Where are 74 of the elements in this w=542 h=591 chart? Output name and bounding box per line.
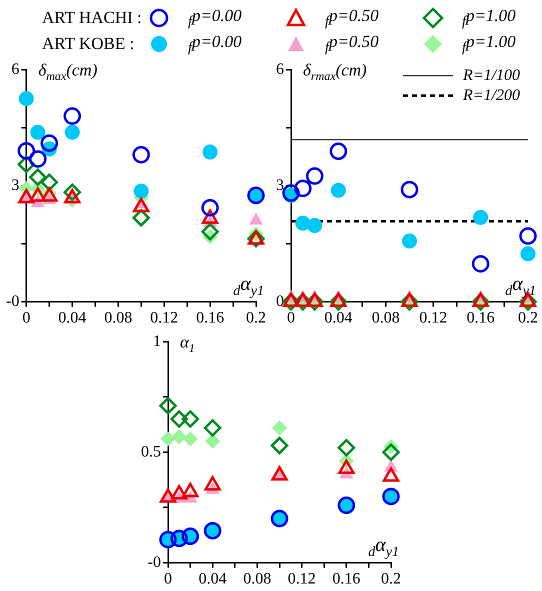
point bbox=[182, 431, 198, 446]
legend-label: $_{f}$p=1.00 bbox=[462, 6, 516, 30]
legend-label: R=1/100 bbox=[462, 66, 520, 84]
point bbox=[40, 134, 58, 152]
point bbox=[270, 436, 288, 454]
point bbox=[519, 227, 537, 245]
y-tick-label: 3 bbox=[276, 176, 284, 194]
point bbox=[134, 184, 149, 199]
point bbox=[18, 91, 34, 106]
point bbox=[294, 180, 312, 198]
point bbox=[306, 167, 324, 185]
x-tick-label: 0.04 bbox=[324, 310, 352, 327]
point bbox=[204, 419, 222, 437]
x-tick-label: 0.12 bbox=[419, 310, 448, 327]
y-tick-label: -0 bbox=[6, 293, 20, 310]
x-tick-label: 0.2 bbox=[381, 570, 401, 588]
point bbox=[29, 168, 47, 186]
point bbox=[402, 234, 417, 249]
point bbox=[202, 144, 218, 160]
x-tick-label: 0.2 bbox=[518, 310, 538, 327]
point bbox=[160, 431, 176, 446]
x-tick-label: 0.16 bbox=[466, 310, 495, 327]
point bbox=[172, 429, 187, 444]
point bbox=[472, 255, 490, 273]
legend-label: $_{f}$p=1.00 bbox=[462, 32, 516, 56]
point bbox=[382, 443, 400, 461]
point bbox=[29, 150, 47, 168]
point bbox=[30, 124, 46, 140]
point bbox=[159, 397, 177, 414]
x-tick-label: 0.12 bbox=[288, 570, 316, 588]
legend-label: $_{f}$p=0.00 bbox=[188, 6, 242, 30]
point bbox=[18, 142, 36, 160]
point bbox=[330, 142, 348, 160]
point bbox=[520, 246, 536, 262]
legend-label: $_{f}$p=0.50 bbox=[325, 6, 379, 30]
point bbox=[64, 107, 82, 125]
x-tick-label: 0.16 bbox=[332, 570, 360, 588]
y-tick-label: 6 bbox=[276, 60, 284, 78]
y-tick-label: 0.5 bbox=[141, 443, 161, 460]
point bbox=[182, 410, 200, 428]
x-tick-label: 0.16 bbox=[196, 310, 224, 327]
y-tick-label: -0 bbox=[148, 554, 161, 572]
point bbox=[205, 434, 220, 449]
point bbox=[330, 182, 346, 198]
x-tick-label: 0.08 bbox=[243, 570, 272, 588]
y-tick-label: 1 bbox=[153, 332, 161, 350]
point bbox=[338, 439, 356, 457]
point bbox=[400, 180, 418, 198]
text: ART HACHI : bbox=[42, 8, 142, 28]
x-tick-label: 0 bbox=[287, 310, 295, 327]
point bbox=[40, 173, 58, 191]
point bbox=[201, 199, 219, 217]
legend-label: $_{f}$p=0.50 bbox=[325, 32, 379, 56]
point bbox=[201, 223, 219, 241]
legend-label: R=1/200 bbox=[462, 86, 520, 104]
x-tick-label: 0 bbox=[164, 570, 172, 588]
legend-label: $_{f}$p=0.00 bbox=[188, 32, 242, 56]
point bbox=[132, 146, 150, 164]
y-tick-label: 3 bbox=[11, 176, 20, 194]
point bbox=[272, 420, 287, 436]
point bbox=[307, 218, 322, 234]
point bbox=[64, 124, 80, 140]
x-tick-label: 0.04 bbox=[58, 310, 86, 327]
point bbox=[282, 184, 300, 202]
point bbox=[473, 210, 488, 225]
x-tick-label: 0.12 bbox=[150, 310, 178, 327]
y-tick-label: 6 bbox=[11, 60, 20, 78]
text: ART KOBE : bbox=[42, 34, 134, 54]
point bbox=[170, 410, 188, 428]
x-tick-label: 0.08 bbox=[372, 310, 400, 327]
x-tick-label: 0.04 bbox=[198, 570, 227, 588]
x-tick-label: 0.08 bbox=[104, 310, 132, 327]
x-tick-label: 0 bbox=[22, 310, 30, 327]
x-tick-label: 0.2 bbox=[246, 310, 266, 327]
